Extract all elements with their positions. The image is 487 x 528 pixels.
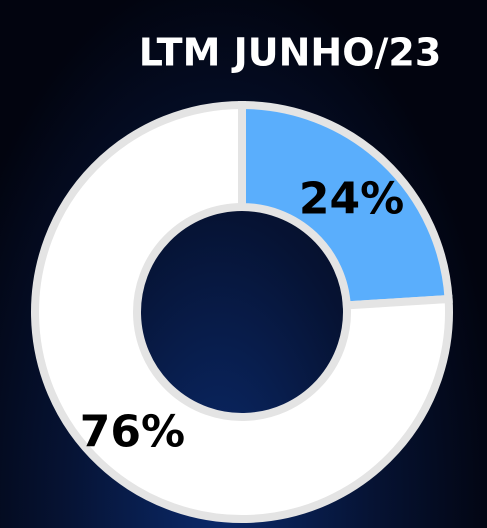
chart-title: LTM JUNHO/23 <box>139 31 442 75</box>
donut-slice <box>31 100 453 523</box>
data-label: 24% <box>299 173 404 224</box>
data-label: 76% <box>80 407 185 458</box>
donut-slice <box>238 100 453 310</box>
